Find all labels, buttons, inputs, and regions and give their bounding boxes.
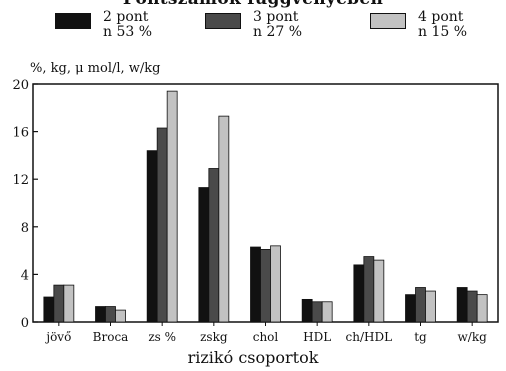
y-tick-label: 16 [12,126,29,141]
x-axis-label: rizikó csoportok [187,348,319,367]
x-tick-label: chol [253,330,279,344]
bar-3-pont-5 [311,301,323,323]
bar-3-pont-7 [415,287,426,323]
bar-2-pont-1 [95,306,106,323]
bar-2-pont-0 [43,296,55,323]
x-tick-label: zskg [200,330,228,344]
legend-label-3-pont: 3 pont n 27 % [253,10,302,40]
bar-4-pont-7 [425,290,436,323]
bar-3-pont-6 [363,256,375,323]
bar-2-pont-7 [405,294,416,323]
bar-3-pont-2 [156,127,168,323]
legend-subtitle-3-pont: n 27 % [253,24,303,40]
legend-subtitle-2-pont: n 53 % [103,24,153,40]
legend-swatch-3-pont [205,13,241,29]
x-tick-label: zs % [148,330,176,344]
y-tick-label: 8 [21,221,29,236]
legend-label-4-pont: 4 pont n 15 % [418,10,467,40]
bar-4-pont-2 [166,90,178,323]
y-tick-label: 0 [21,316,29,331]
bar-3-pont-4 [260,249,271,323]
y-tick-label: 20 [12,78,29,93]
bar-3-pont-3 [208,168,220,323]
legend-swatch-4-pont [370,13,406,29]
legend-label-2-pont: 2 pont n 53 % [103,10,152,40]
bar-4-pont-0 [63,284,75,323]
bar-4-pont-3 [218,115,230,323]
legend-subtitle-4-pont: n 15 % [418,24,468,40]
legend-name-3-pont: 3 pont [253,9,299,25]
y-axis-label: %, kg, μ mol/l, w/kg [30,61,161,76]
legend-name-2-pont: 2 pont [103,9,149,25]
x-tick-label: w/kg [458,330,488,344]
x-tick-label: Broca [93,330,129,344]
x-tick-label: tg [414,330,427,344]
bar-2-pont-2 [146,150,158,323]
chart-title: Pontszámok függvényében [0,0,506,9]
bar-2-pont-5 [301,298,313,323]
bar-4-pont-5 [321,301,333,323]
bar-4-pont-1 [115,309,126,323]
x-tick-label: HDL [303,330,331,344]
bar-4-pont-8 [476,294,488,323]
bar-2-pont-3 [198,187,210,323]
bar-2-pont-6 [353,264,365,323]
bar-3-pont-8 [466,290,478,323]
bar-4-pont-4 [270,245,281,323]
legend-name-4-pont: 4 pont [418,9,464,25]
x-tick-label: ch/HDL [346,330,393,344]
bar-4-pont-6 [373,259,385,323]
y-tick-label: 12 [12,173,29,188]
y-tick-label: 4 [21,268,29,283]
bar-2-pont-4 [250,246,261,323]
bar-3-pont-1 [105,306,116,323]
bar-3-pont-0 [53,284,65,323]
bar-2-pont-8 [456,287,468,323]
x-tick-label: jövő [44,330,71,344]
legend-swatch-2-pont [55,13,91,29]
